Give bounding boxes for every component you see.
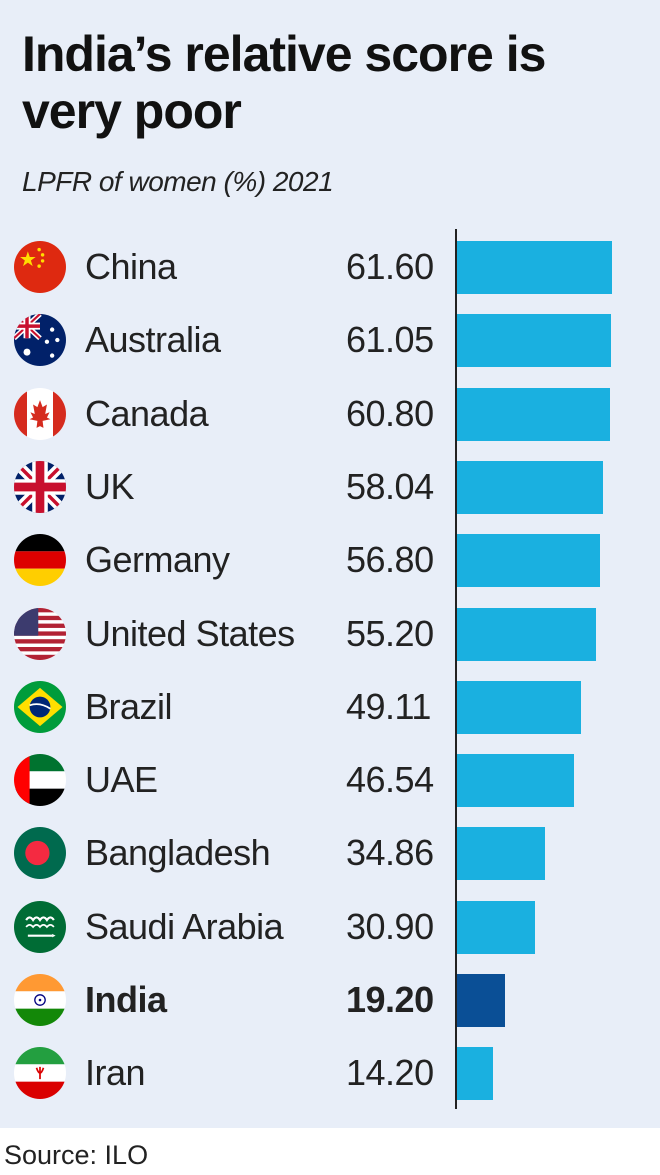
bar-row-china: China 61.60 — [0, 231, 660, 304]
category-label: Iran — [85, 1052, 146, 1094]
category-label: Australia — [85, 319, 221, 361]
united-states-flag-icon — [14, 607, 66, 660]
data-label: 49.11 — [346, 685, 431, 727]
chart-subtitle: LPFR of women (%) 2021 — [22, 166, 334, 197]
data-label: 30.90 — [346, 905, 434, 947]
bar-australia — [457, 314, 611, 368]
bar-iran — [457, 1047, 493, 1101]
source-note: Source: ILO — [4, 1140, 149, 1170]
bar-row-canada: Canada 60.80 — [0, 378, 660, 451]
bar-row-india: India 19.20 — [0, 964, 660, 1037]
category-label: UAE — [85, 759, 158, 801]
category-label: Germany — [85, 539, 230, 581]
bar-united-states — [457, 607, 596, 661]
data-label: 46.54 — [346, 759, 434, 801]
china-flag-icon — [14, 241, 66, 293]
data-label: 19.20 — [346, 979, 434, 1020]
bar-brazil — [457, 680, 581, 734]
canada-flag-icon — [14, 387, 66, 440]
chart-title: India’s relative score is very poor — [22, 26, 546, 139]
category-label: China — [85, 246, 177, 287]
data-label: 55.20 — [346, 612, 434, 654]
bar-uk — [457, 460, 604, 514]
bar-row-bangladesh: Bangladesh 34.86 — [0, 817, 660, 890]
bar-china — [457, 241, 612, 294]
data-label: 58.04 — [346, 465, 434, 507]
bar-row-uae: UAE 46.54 — [0, 744, 660, 817]
category-label: Bangladesh — [85, 832, 271, 874]
bar-india — [457, 974, 506, 1027]
bar-bangladesh — [457, 827, 545, 881]
category-label: India — [85, 979, 167, 1020]
bar-row-saudi-arabia: Saudi Arabia 30.90 — [0, 891, 660, 964]
category-label: UK — [85, 465, 135, 507]
bar-row-uk: UK 58.04 — [0, 451, 660, 524]
data-label: 60.80 — [346, 392, 434, 434]
chart-panel: India’s relative score is very poor LPFR… — [0, 0, 660, 1128]
bar-germany — [457, 534, 600, 588]
data-label: 56.80 — [346, 539, 434, 581]
bar-uae — [457, 754, 575, 808]
bar-canada — [457, 387, 610, 441]
iran-flag-icon — [14, 1047, 66, 1100]
india-flag-icon — [14, 974, 66, 1026]
australia-flag-icon — [14, 314, 66, 367]
data-label: 14.20 — [346, 1052, 434, 1094]
saudi-arabia-flag-icon — [14, 900, 66, 953]
brazil-flag-icon — [14, 680, 66, 733]
germany-flag-icon — [14, 534, 66, 587]
bar-row-iran: Iran 14.20 — [0, 1037, 660, 1110]
uk-flag-icon — [14, 460, 66, 513]
category-label: Canada — [85, 392, 209, 434]
bar-row-brazil: Brazil 49.11 — [0, 671, 660, 744]
category-label: Saudi Arabia — [85, 905, 284, 947]
bar-row-australia: Australia 61.05 — [0, 304, 660, 377]
category-label: Brazil — [85, 685, 173, 727]
bar-row-united-states: United States 55.20 — [0, 598, 660, 671]
data-label: 34.86 — [346, 832, 434, 874]
bar-baseline — [455, 229, 457, 1109]
bar-saudi-arabia — [457, 900, 535, 954]
data-label: 61.05 — [346, 319, 434, 361]
bar-row-germany: Germany 56.80 — [0, 524, 660, 597]
category-label: United States — [85, 612, 295, 654]
data-label: 61.60 — [346, 246, 434, 287]
bangladesh-flag-icon — [14, 827, 66, 880]
uae-flag-icon — [14, 754, 66, 807]
